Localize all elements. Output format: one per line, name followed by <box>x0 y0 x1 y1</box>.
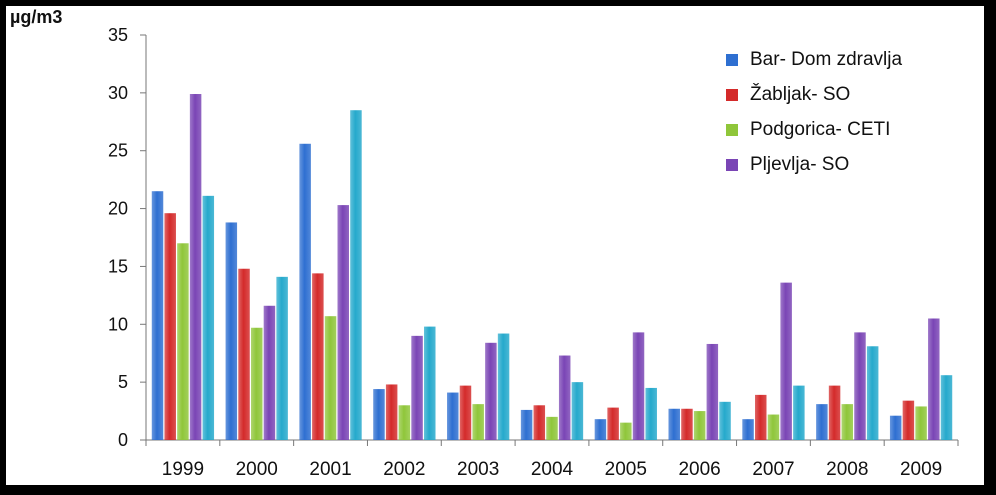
y-tick-label: 20 <box>108 199 128 219</box>
x-tick-label: 2000 <box>236 459 278 480</box>
y-axis-unit-label: µg/m3 <box>10 7 63 27</box>
bar-2009-series-2 <box>902 400 915 440</box>
bar-2002-series-4 <box>411 335 423 440</box>
bar-2009-series-1 <box>889 415 902 440</box>
bar-2002-series-5 <box>424 326 436 440</box>
bar-2004-series-5 <box>571 382 584 440</box>
legend-item: Žabljak- SO <box>726 83 966 106</box>
legend-swatch <box>726 124 738 136</box>
bar-2003-series-4 <box>485 342 497 440</box>
x-tick-label: 2007 <box>752 459 794 480</box>
bar-2008-series-5 <box>866 346 879 440</box>
y-tick-label: 35 <box>108 25 128 45</box>
bar-2005-series-3 <box>620 422 632 440</box>
y-tick-label: 25 <box>108 141 128 161</box>
bar-2001-series-1 <box>299 143 311 440</box>
bar-2004-series-1 <box>520 409 533 440</box>
y-tick-label: 5 <box>118 372 128 392</box>
bar-2005-series-4 <box>632 332 645 440</box>
y-tick-label: 10 <box>108 314 128 334</box>
bar-2003-series-3 <box>472 404 484 440</box>
x-tick-label: 1999 <box>162 459 204 480</box>
legend-swatch <box>726 54 738 66</box>
bar-2006-series-1 <box>668 408 680 440</box>
x-tick-label: 2001 <box>309 459 351 480</box>
bar-2009-series-5 <box>940 375 953 440</box>
bar-2003-series-5 <box>497 333 510 440</box>
bar-2000-series-2 <box>238 268 250 440</box>
bar-2004-series-4 <box>558 355 571 440</box>
bar-2002-series-2 <box>385 384 398 440</box>
legend-label: Podgorica- CETI <box>750 119 891 140</box>
legend-label: Bar- Dom zdravlja <box>750 49 903 70</box>
bar-2008-series-2 <box>828 385 841 440</box>
x-tick-label: 2005 <box>605 459 647 480</box>
legend-label: Žabljak- SO <box>750 84 851 105</box>
bar-chart: 0 5 10 15 20 25 30 35 1999 2000 2001 2002 2003 2004 20… <box>108 25 959 480</box>
y-tick-label: 30 <box>108 83 128 103</box>
bar-2004-series-2 <box>533 405 546 440</box>
bar-2001-series-2 <box>312 273 324 440</box>
chart-frame: µg/m3 0 5 10 15 20 25 30 35 1999 2000 2001 2002 2003… <box>6 6 984 485</box>
bar-2000-series-3 <box>250 327 263 440</box>
bar-2008-series-3 <box>841 404 854 440</box>
legend-swatch <box>726 159 738 171</box>
bar-2006-series-4 <box>706 343 719 440</box>
bar-2009-series-3 <box>915 406 927 440</box>
bar-1999-series-3 <box>177 243 189 440</box>
x-tick-label: 2008 <box>826 459 868 480</box>
x-tick-label: 2009 <box>900 459 942 480</box>
bar-1999-series-2 <box>164 213 176 440</box>
x-tick-label: 2003 <box>457 459 499 480</box>
bar-2005-series-1 <box>594 419 607 440</box>
legend-label: Pljevlja- SO <box>750 154 850 175</box>
y-tick-label: 15 <box>108 256 128 276</box>
bar-2008-series-4 <box>854 332 866 440</box>
legend-item: Podgorica- CETI <box>726 118 966 141</box>
bar-2007-series-2 <box>755 394 767 440</box>
bar-1999-series-1 <box>151 191 164 440</box>
bar-2003-series-2 <box>459 385 472 440</box>
chart-legend: Bar- Dom zdravlja Žabljak- SO Podgorica- C… <box>726 48 966 188</box>
legend-swatch <box>726 89 738 101</box>
x-tick-label: 2006 <box>678 459 720 480</box>
bar-2000-series-1 <box>225 222 238 440</box>
bar-2002-series-3 <box>398 405 411 440</box>
bar-2000-series-5 <box>276 276 288 440</box>
y-tick-label: 0 <box>118 430 128 450</box>
bar-2004-series-3 <box>546 416 558 440</box>
legend-item: Bar- Dom zdravlja <box>726 48 966 71</box>
bar-2007-series-5 <box>793 385 805 440</box>
bar-2002-series-1 <box>373 389 385 440</box>
bar-2008-series-1 <box>816 404 828 440</box>
bar-2001-series-4 <box>337 205 349 440</box>
legend-item: Pljevlja- SO <box>726 153 966 176</box>
x-tick-label: 2004 <box>531 459 574 480</box>
bar-2003-series-1 <box>447 392 459 440</box>
bar-2006-series-2 <box>681 408 693 440</box>
bar-2001-series-5 <box>350 110 362 440</box>
bar-1999-series-5 <box>202 195 215 440</box>
bar-2009-series-4 <box>928 318 940 440</box>
bar-2006-series-5 <box>719 401 731 440</box>
bar-2001-series-3 <box>324 316 337 440</box>
bar-2007-series-1 <box>742 419 754 440</box>
bar-2000-series-4 <box>263 305 276 440</box>
bar-2005-series-5 <box>645 387 657 440</box>
bar-2007-series-4 <box>780 282 792 440</box>
x-tick-label: 2002 <box>383 459 425 480</box>
bar-2007-series-3 <box>767 414 780 440</box>
bar-1999-series-4 <box>189 94 202 440</box>
bar-2006-series-3 <box>693 411 706 440</box>
bar-2005-series-2 <box>607 407 619 440</box>
